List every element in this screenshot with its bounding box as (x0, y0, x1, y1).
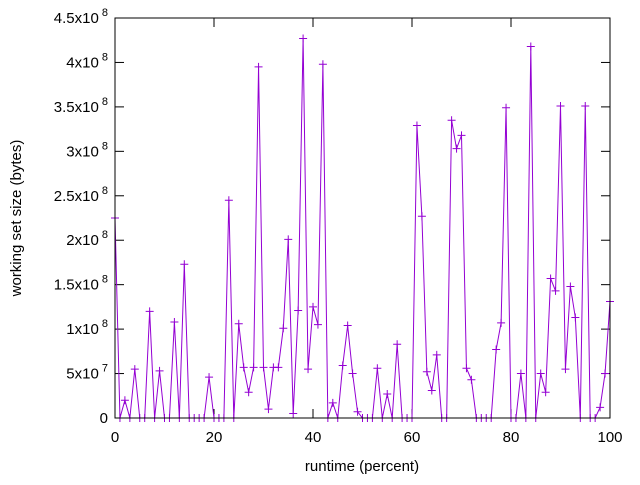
data-point-marker (571, 313, 580, 322)
data-point-marker (328, 398, 337, 407)
data-point-marker (254, 62, 263, 71)
data-point-marker (264, 405, 273, 414)
data-point-marker (516, 369, 525, 378)
data-point-marker (348, 369, 357, 378)
data-point-marker (422, 367, 431, 376)
data-point-marker (373, 364, 382, 373)
axis-ticks: 0 20 40 60 80 100 0 5x10 7 1x10 8 1.5x10 8 2x10 8 2… (54, 7, 623, 446)
data-point-marker (180, 260, 189, 269)
data-point-marker (412, 121, 421, 130)
data-point-marker (561, 365, 570, 374)
y-tick-label: 3.5x10 8 (54, 96, 108, 116)
data-point-marker (427, 386, 436, 395)
data-point-marker (309, 302, 317, 311)
data-point-marker (338, 361, 347, 370)
y-tick-label: 2.5x10 8 (54, 185, 108, 205)
data-point-marker (274, 363, 283, 372)
data-point-marker (452, 144, 461, 153)
data-point-marker (279, 324, 288, 333)
series-working-set (111, 34, 614, 422)
data-point-marker (313, 320, 322, 329)
x-tick-label: 40 (305, 429, 322, 446)
data-point-marker (601, 369, 610, 378)
data-point-marker (343, 321, 352, 330)
data-point-marker (304, 365, 313, 374)
data-point-marker (383, 390, 392, 398)
data-point-marker (417, 212, 426, 221)
data-point-marker (462, 364, 471, 373)
plot-border (114, 17, 611, 419)
y-tick-label: 3x10 8 (66, 140, 108, 160)
data-point-marker (155, 366, 164, 375)
data-point-marker (536, 369, 545, 378)
x-tick-label: 60 (404, 429, 421, 446)
data-point-marker (566, 282, 575, 291)
data-point-marker (205, 373, 214, 382)
data-point-marker (145, 307, 154, 316)
y-tick-label: 1x10 8 (66, 318, 108, 338)
data-point-marker (239, 363, 248, 372)
x-axis-label: runtime (percent) (305, 458, 419, 475)
data-point-marker (596, 403, 605, 412)
y-tick-label: 5x10 7 (66, 363, 108, 383)
data-point-marker (289, 409, 298, 418)
data-point-marker (393, 340, 402, 349)
x-tick-label: 80 (503, 429, 520, 446)
data-point-marker (546, 274, 555, 283)
y-tick-label: 1.5x10 8 (54, 274, 108, 294)
data-point-marker (447, 116, 456, 125)
data-point-marker (502, 103, 511, 112)
x-tick-label: 100 (597, 429, 622, 446)
data-point-marker (259, 363, 268, 372)
data-point-marker (492, 345, 501, 354)
y-tick-label: 2x10 8 (66, 229, 108, 249)
data-point-marker (432, 350, 441, 359)
data-point-marker (234, 319, 243, 328)
y-axis-label: working set size (bytes) (8, 140, 25, 298)
data-point-marker (244, 388, 253, 397)
data-point-marker (556, 102, 565, 110)
data-point-marker (249, 363, 258, 372)
y-tick-label: 4.5x10 8 (54, 7, 108, 27)
data-point-marker (224, 196, 233, 205)
data-point-marker (467, 375, 476, 384)
data-point-marker (120, 396, 129, 405)
data-point-marker (353, 407, 362, 416)
data-point-marker (541, 388, 550, 397)
data-point-marker (284, 235, 293, 244)
data-point-marker (526, 42, 535, 51)
y-tick-label: 0 (100, 410, 108, 427)
data-point-marker (551, 286, 560, 295)
y-tick-label: 4x10 8 (66, 51, 108, 71)
data-point-marker (457, 131, 466, 140)
data-point-marker (294, 306, 303, 315)
series-line (114, 38, 611, 419)
x-tick-label: 0 (111, 429, 119, 446)
data-point-marker (299, 34, 308, 43)
data-point-marker (170, 318, 179, 326)
data-point-marker (130, 365, 139, 374)
data-point-marker (497, 318, 506, 327)
x-tick-label: 20 (206, 429, 223, 446)
data-point-marker (318, 60, 327, 69)
data-point-marker (581, 102, 590, 110)
